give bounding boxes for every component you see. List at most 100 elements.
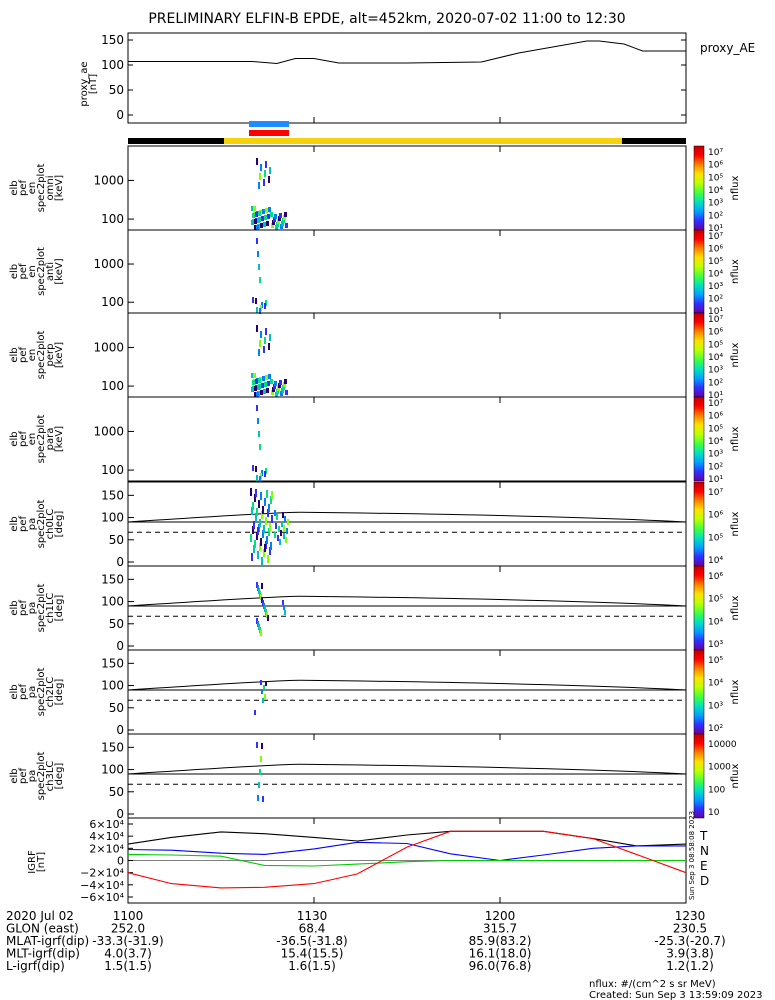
spectrogram-pixel bbox=[261, 383, 264, 388]
pitch-angle-pixel bbox=[264, 694, 266, 699]
colorbar-tick-label: 10⁵ bbox=[708, 595, 723, 605]
spectrogram-pixel bbox=[268, 374, 271, 379]
pitch-angle-frame bbox=[127, 733, 687, 819]
spectrogram-pixel bbox=[281, 221, 284, 226]
spectrogram-pixel bbox=[268, 207, 271, 212]
spectrogram-pixel bbox=[277, 219, 280, 224]
pitch-angle-pixel bbox=[283, 525, 285, 531]
orbit-bar-yellow bbox=[224, 138, 622, 144]
colorbar-tick-label: 10² bbox=[708, 295, 723, 305]
field-aligned-curve bbox=[127, 595, 687, 607]
spectrogram-pixel bbox=[263, 179, 265, 186]
spectrogram-pixel bbox=[259, 173, 261, 180]
pitch-angle-pixel bbox=[252, 502, 254, 510]
igrf-ytick-label: −2×10⁴ bbox=[80, 867, 124, 880]
ephemeris-value: 96.0(76.8) bbox=[469, 959, 532, 973]
status-bars bbox=[128, 121, 686, 144]
spectrogram-pixel bbox=[269, 167, 271, 174]
spectrogram-pixel bbox=[276, 389, 279, 394]
colorbar-tick-label: 10¹ bbox=[708, 224, 723, 234]
spectrogram-pixel bbox=[255, 212, 258, 217]
ephemeris-row-label: 2020 Jul 02 bbox=[6, 909, 74, 923]
pitch-angle-pixel bbox=[267, 509, 269, 517]
pitch-angle-ylabel-line: elb bbox=[9, 684, 20, 699]
ephemeris-value: 1230 bbox=[675, 909, 706, 923]
field-aligned-curve bbox=[127, 679, 687, 691]
spectrogram-ylabel-line: pef bbox=[18, 347, 29, 364]
pitch-angle-frame bbox=[127, 565, 687, 651]
spectrogram-ylabel-line: anti bbox=[45, 262, 56, 281]
spectrogram-pixel bbox=[264, 471, 266, 477]
ae-ytick-label: 100 bbox=[101, 58, 124, 72]
spectrogram-pixel bbox=[284, 379, 287, 384]
colorbar-tick-label: 10000 bbox=[708, 740, 737, 750]
pitch-angle-ytick-label: 150 bbox=[101, 572, 124, 586]
colorbar bbox=[693, 396, 705, 482]
orbit-bar-black-right bbox=[622, 138, 686, 144]
ephemeris-value: 4.0(3.7) bbox=[104, 947, 152, 961]
pitch-angle-pixel bbox=[284, 516, 286, 522]
pitch-angle-ytick-label: 0 bbox=[116, 639, 124, 653]
spectrogram-pixel bbox=[282, 385, 285, 390]
ae-ytick-label: 150 bbox=[101, 33, 124, 47]
pitch-angle-pixel bbox=[265, 681, 267, 686]
ae-legend: proxy_AE bbox=[700, 41, 755, 55]
colorbar bbox=[693, 229, 705, 314]
chart-title: PRELIMINARY ELFIN-B EPDE, alt=452km, 202… bbox=[148, 11, 625, 27]
pitch-angle-pixel bbox=[251, 507, 253, 515]
pitch-angle-pixel bbox=[263, 525, 265, 533]
pitch-angle-pixel bbox=[271, 491, 273, 499]
pitch-angle-pixel bbox=[282, 600, 284, 605]
spectrogram-ylabel-line: elb bbox=[9, 347, 20, 362]
ephemeris-value: 16.1(18.0) bbox=[469, 947, 532, 961]
spectrogram-pixel bbox=[256, 392, 259, 397]
pitch-angle-pixel bbox=[257, 551, 259, 559]
pitch-angle-pixel bbox=[286, 528, 288, 534]
ephemeris-value: -25.3(-20.7) bbox=[654, 934, 725, 948]
spectrogram-pixel bbox=[268, 176, 270, 183]
colorbar-tick-label: 10³ bbox=[708, 450, 723, 460]
pitch-angle-pixel bbox=[274, 510, 276, 516]
colorbar-tick-label: 10³ bbox=[708, 640, 723, 650]
colorbar-tick-label: 10 bbox=[708, 808, 720, 818]
colorbar-tick-label: 10³ bbox=[708, 701, 723, 711]
pitch-angle-ylabel-line: spec2plot bbox=[36, 752, 47, 801]
pitch-angle-pixel bbox=[269, 547, 271, 555]
ephemeris-value: 1200 bbox=[485, 909, 516, 923]
colorbar-tick-label: 10⁴ bbox=[708, 556, 723, 566]
spectrogram-ylabel-line: elb bbox=[9, 264, 20, 279]
spectrogram-pixel bbox=[284, 212, 287, 217]
pitch-angle-ylabel-line: pa bbox=[27, 686, 38, 698]
spectrogram-pixel bbox=[256, 307, 258, 313]
colorbar-unit: nflux bbox=[730, 259, 741, 284]
pitch-angle-pixel bbox=[252, 526, 254, 534]
spectrogram-ylabel-line: [keV] bbox=[54, 258, 65, 284]
pitch-angle-pixel bbox=[255, 513, 257, 521]
spectrogram-ytick-label: 100 bbox=[101, 212, 124, 226]
spectrogram-pixel bbox=[283, 215, 286, 220]
pitch-angle-pixel bbox=[260, 492, 262, 500]
spectrogram-pixel bbox=[280, 391, 283, 396]
igrf-ylabel-line: IGRF bbox=[27, 850, 38, 874]
spectrogram-pixel bbox=[254, 392, 257, 397]
spectrogram-pixel bbox=[252, 297, 254, 303]
ephemeris-value: 85.9(83.2) bbox=[469, 934, 532, 948]
pitch-angle-frame bbox=[127, 649, 687, 735]
spectrogram-pixel bbox=[254, 219, 257, 224]
spectrogram-pixel bbox=[255, 379, 258, 384]
pitch-angle-pixel bbox=[256, 508, 258, 516]
spectrogram-pixel bbox=[278, 383, 281, 388]
spectrogram-pixel bbox=[275, 225, 278, 230]
spectrogram-frame bbox=[127, 312, 687, 398]
pitch-angle-pixel bbox=[262, 506, 264, 514]
pitch-angle-ytick-label: 100 bbox=[101, 595, 124, 609]
pitch-angle-pixel bbox=[257, 795, 259, 801]
colorbar-unit: nflux bbox=[730, 511, 741, 536]
colorbar bbox=[693, 565, 705, 651]
pitch-angle-ytick-label: 0 bbox=[116, 723, 124, 737]
spectrogram-pixel bbox=[269, 334, 271, 341]
pitch-angle-pixel bbox=[277, 535, 279, 541]
